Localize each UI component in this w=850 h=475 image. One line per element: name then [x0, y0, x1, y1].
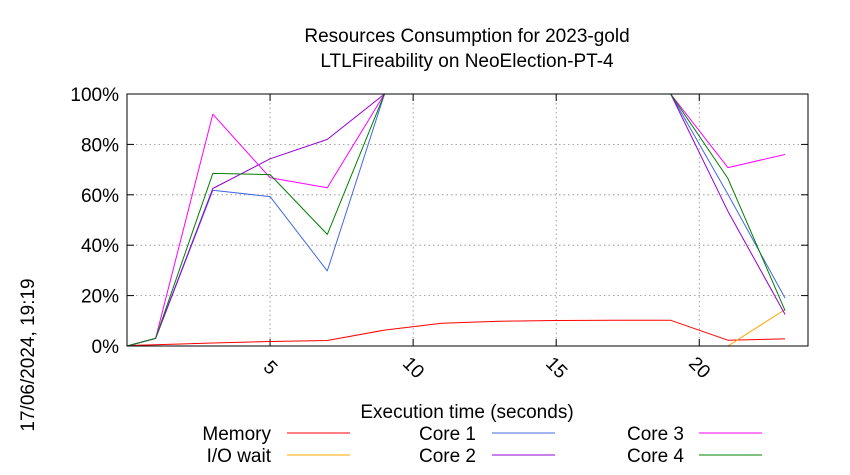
series-line-core-3 — [126, 93, 786, 347]
y-tick-label: 40% — [81, 236, 119, 257]
x-tick-label: 15 — [541, 353, 571, 383]
legend-label: Core 4 — [627, 446, 684, 467]
x-tick-label: 5 — [259, 357, 281, 379]
series-line-core-4 — [126, 93, 786, 347]
y-tick-label: 0% — [92, 337, 120, 358]
legend-label: Core 2 — [419, 446, 476, 467]
chart-title: Resources Consumption for 2023-gold — [304, 26, 629, 47]
series-line-i-o-wait — [127, 309, 786, 347]
series-lines — [126, 93, 786, 347]
y-tick-label: 80% — [81, 135, 119, 156]
x-tick-label: 10 — [398, 353, 428, 383]
legend-label: Memory — [202, 424, 271, 445]
y-tick-label: 20% — [81, 287, 119, 308]
y-tick-labels: 0% 20% 40% 60% 80% 100% — [70, 85, 119, 358]
chart-subtitle: LTLFireability on NeoElection-PT-4 — [320, 51, 614, 72]
series-line-memory — [126, 319, 786, 346]
timestamp-label: 17/06/2024, 19:19 — [18, 278, 39, 431]
legend-label: Core 1 — [419, 424, 476, 445]
y-tick-label: 100% — [70, 85, 119, 106]
plot-frame — [126, 93, 809, 347]
y-tick-label: 60% — [81, 186, 119, 207]
x-tick-labels: 5 10 15 20 — [259, 353, 714, 383]
x-axis-label: Execution time (seconds) — [360, 402, 573, 423]
x-tick-label: 20 — [684, 353, 714, 383]
legend-label: Core 3 — [627, 424, 684, 445]
series-line-core-1 — [126, 93, 786, 347]
legend-label: I/O wait — [207, 446, 272, 467]
series-line-core-2 — [126, 93, 786, 347]
